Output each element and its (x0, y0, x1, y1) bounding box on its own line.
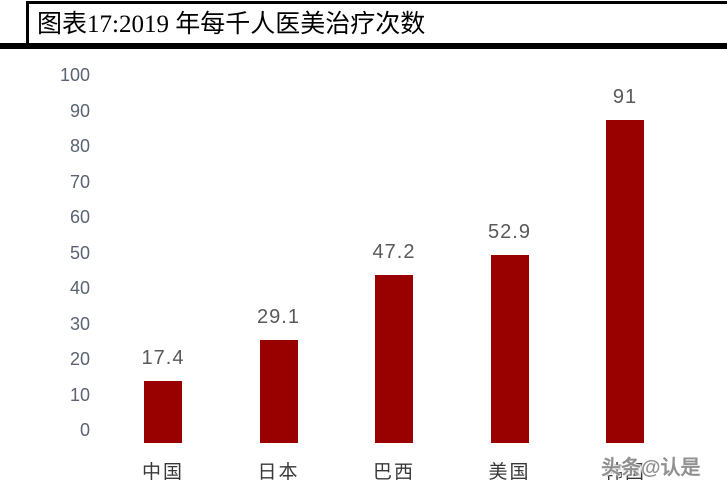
category-label: 巴西 (372, 462, 415, 483)
value-label: 91 (612, 86, 638, 108)
value-label: 52.9 (488, 221, 531, 243)
watermark: 头条@认是 (601, 457, 701, 479)
y-axis-tick-label: 60 (69, 207, 90, 227)
category-label: 中国 (141, 462, 184, 483)
value-label: 47.2 (372, 241, 416, 263)
bar-韩国 (606, 120, 644, 443)
bar-巴西 (375, 275, 413, 443)
bar-中国 (144, 381, 182, 443)
y-axis-tick-label: 100 (59, 65, 90, 85)
header-left-rule (26, 1, 29, 48)
title-underline-rule (0, 43, 727, 49)
value-label: 17.4 (141, 347, 185, 369)
y-axis-tick-label: 90 (69, 100, 90, 121)
bar-美国 (490, 255, 529, 443)
y-axis-tick-label: 40 (69, 278, 90, 298)
y-axis-tick-label: 80 (69, 136, 90, 156)
header-top-rule (26, 1, 727, 4)
bar-日本 (259, 340, 298, 443)
y-axis-tick-label: 0 (79, 420, 90, 440)
category-label: 美国 (488, 462, 531, 483)
y-axis-tick-label: 30 (69, 313, 90, 334)
y-axis-tick-label: 10 (69, 384, 90, 405)
chart-area: 100 90 80 70 60 50 40 30 20 10 0 17.4 中国 29.1 日本 47.2 巴西… (0, 49, 727, 503)
y-axis-tick-label: 70 (69, 171, 90, 192)
y-axis-tick-label: 50 (69, 242, 90, 263)
y-axis-tick-label: 20 (69, 349, 90, 369)
value-label: 29.1 (257, 306, 300, 328)
category-label: 日本 (257, 462, 300, 483)
category-label: 韩国 (603, 462, 646, 483)
chart-title: 图表17:2019 年每千人医美治疗次数 (37, 11, 426, 38)
